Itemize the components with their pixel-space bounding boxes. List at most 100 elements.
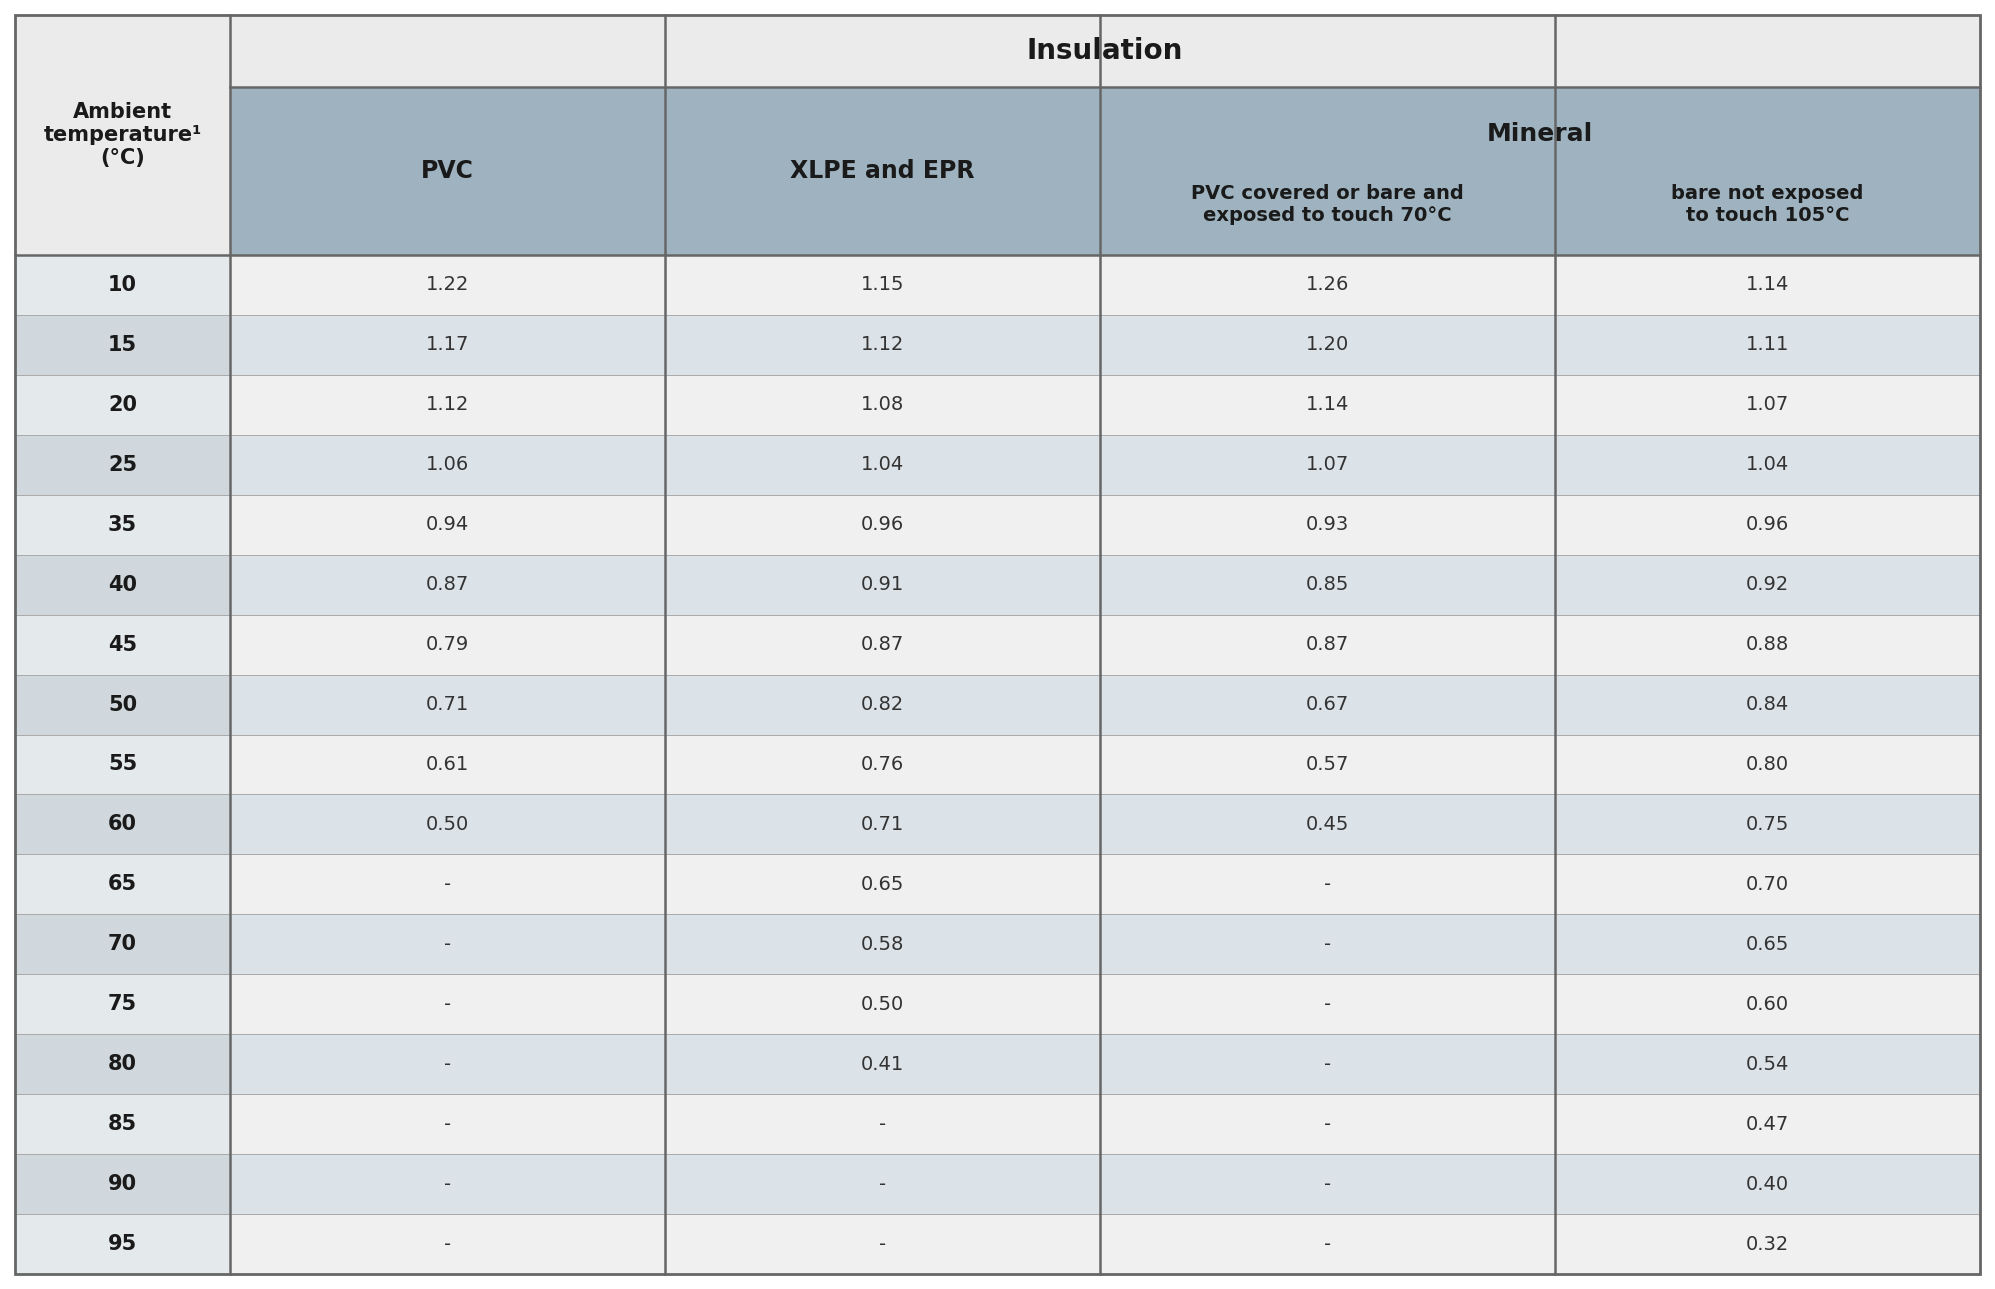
- Text: bare not exposed
to touch 105°C: bare not exposed to touch 105°C: [1672, 184, 1863, 226]
- Bar: [1554, 495, 1979, 554]
- Bar: [664, 1214, 1099, 1274]
- Text: -: -: [445, 875, 451, 893]
- Text: 1.04: 1.04: [1746, 455, 1790, 474]
- Text: 0.88: 0.88: [1746, 635, 1790, 654]
- Bar: [1099, 255, 1554, 315]
- Text: 1.08: 1.08: [862, 396, 904, 414]
- Bar: [229, 1154, 664, 1214]
- Text: 1.12: 1.12: [425, 396, 469, 414]
- Text: 0.67: 0.67: [1307, 695, 1349, 714]
- Bar: [229, 1214, 664, 1274]
- Bar: [16, 794, 229, 855]
- Text: 1.07: 1.07: [1307, 455, 1349, 474]
- Text: 0.79: 0.79: [425, 635, 469, 654]
- Text: 0.87: 0.87: [862, 635, 904, 654]
- Text: 0.84: 0.84: [1746, 695, 1790, 714]
- Text: XLPE and EPR: XLPE and EPR: [790, 159, 976, 183]
- Bar: [16, 1154, 229, 1214]
- Bar: [16, 615, 229, 674]
- Text: 90: 90: [108, 1174, 138, 1194]
- Bar: [1554, 674, 1979, 735]
- Text: 0.65: 0.65: [1746, 935, 1790, 954]
- Text: 1.15: 1.15: [860, 276, 904, 294]
- Bar: [1554, 1094, 1979, 1154]
- Bar: [1099, 855, 1554, 914]
- Bar: [664, 735, 1099, 794]
- Bar: [1554, 974, 1979, 1034]
- Text: 85: 85: [108, 1114, 138, 1134]
- Text: 0.50: 0.50: [862, 995, 904, 1013]
- Text: 1.20: 1.20: [1307, 335, 1349, 354]
- Bar: [229, 855, 664, 914]
- Text: 0.57: 0.57: [1307, 755, 1349, 773]
- Bar: [229, 375, 664, 434]
- Text: 40: 40: [108, 575, 138, 594]
- Bar: [1554, 615, 1979, 674]
- Text: 0.50: 0.50: [425, 815, 469, 834]
- Text: 20: 20: [108, 394, 138, 415]
- Bar: [229, 615, 664, 674]
- Bar: [1099, 1034, 1554, 1094]
- Text: 0.92: 0.92: [1746, 575, 1790, 594]
- Bar: [1554, 1034, 1979, 1094]
- Text: 45: 45: [108, 634, 138, 655]
- Bar: [1554, 1214, 1979, 1274]
- Bar: [16, 974, 229, 1034]
- Text: 0.40: 0.40: [1746, 1174, 1790, 1194]
- Bar: [16, 255, 229, 315]
- Bar: [16, 1214, 229, 1274]
- Bar: [229, 735, 664, 794]
- Bar: [1099, 495, 1554, 554]
- Bar: [664, 255, 1099, 315]
- Bar: [1554, 855, 1979, 914]
- Text: PVC covered or bare and
exposed to touch 70°C: PVC covered or bare and exposed to touch…: [1191, 184, 1464, 226]
- Text: 0.82: 0.82: [862, 695, 904, 714]
- Text: -: -: [445, 1115, 451, 1133]
- Bar: [1099, 914, 1554, 974]
- Bar: [664, 1154, 1099, 1214]
- Bar: [16, 914, 229, 974]
- Bar: [1099, 974, 1554, 1034]
- Text: 0.76: 0.76: [862, 755, 904, 773]
- Bar: [229, 914, 664, 974]
- Text: 70: 70: [108, 935, 138, 954]
- Text: -: -: [880, 1235, 886, 1253]
- Bar: [1099, 1094, 1554, 1154]
- Text: 0.32: 0.32: [1746, 1235, 1790, 1253]
- Text: 0.70: 0.70: [1746, 875, 1790, 893]
- Text: 0.65: 0.65: [860, 875, 904, 893]
- Text: 65: 65: [108, 874, 138, 895]
- Bar: [229, 554, 664, 615]
- Bar: [1099, 1214, 1554, 1274]
- Text: 1.22: 1.22: [425, 276, 469, 294]
- Text: PVC: PVC: [421, 159, 475, 183]
- Text: 0.60: 0.60: [1746, 995, 1790, 1013]
- Bar: [1554, 315, 1979, 375]
- Bar: [1554, 735, 1979, 794]
- Text: 1.17: 1.17: [425, 335, 469, 354]
- Bar: [229, 674, 664, 735]
- Bar: [1099, 615, 1554, 674]
- Text: -: -: [1325, 995, 1331, 1013]
- Text: 0.91: 0.91: [862, 575, 904, 594]
- Bar: [229, 315, 664, 375]
- Bar: [664, 794, 1099, 855]
- Bar: [16, 15, 229, 86]
- Bar: [664, 615, 1099, 674]
- Bar: [16, 315, 229, 375]
- Bar: [1554, 375, 1979, 434]
- Text: 50: 50: [108, 695, 138, 714]
- Text: 10: 10: [108, 275, 138, 295]
- Bar: [664, 86, 1099, 255]
- Bar: [1099, 554, 1554, 615]
- Text: Mineral: Mineral: [1486, 122, 1594, 146]
- Text: 0.87: 0.87: [1307, 635, 1349, 654]
- Text: 55: 55: [108, 754, 138, 775]
- Text: 1.06: 1.06: [425, 455, 469, 474]
- Text: 0.93: 0.93: [1307, 516, 1349, 534]
- Bar: [16, 1034, 229, 1094]
- Bar: [16, 434, 229, 495]
- Text: Ambient
temperature¹
(°C): Ambient temperature¹ (°C): [44, 102, 201, 168]
- Bar: [229, 15, 1979, 86]
- Bar: [229, 1034, 664, 1094]
